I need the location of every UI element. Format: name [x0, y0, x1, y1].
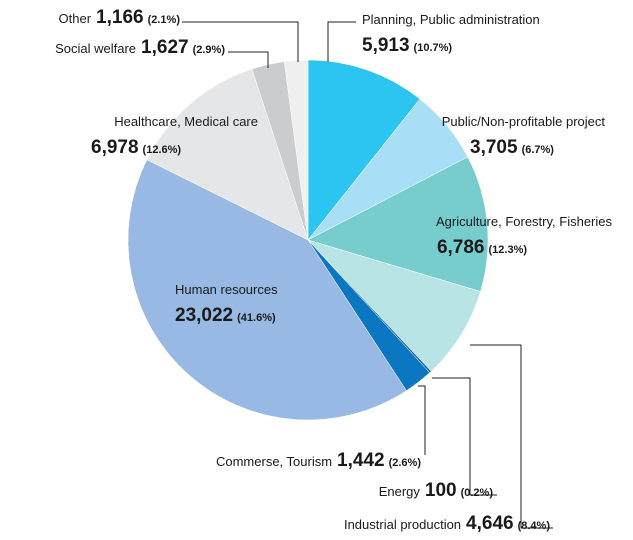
slice-label: Other 1,166 (2.1%) — [59, 7, 181, 28]
slice-percent: (2.9%) — [193, 44, 226, 56]
slice-name: Energy — [379, 484, 421, 499]
slice-percent: (2.6%) — [389, 457, 422, 469]
slice-label: Industrial production 4,646 (8.4%) — [344, 513, 550, 534]
pie-slice — [283, 59, 309, 241]
slice-percent: (12.6%) — [143, 144, 182, 156]
slice-percent: (0.2%) — [461, 487, 494, 499]
slice-name: Commerse, Tourism — [216, 454, 332, 469]
slice-name: Agriculture, Forestry, Fisheries — [436, 214, 613, 229]
slice-value: 1,627 — [141, 37, 189, 58]
slice-name: Industrial production — [344, 517, 461, 532]
slice-value: 6,978 — [91, 137, 139, 158]
leader-line — [182, 21, 299, 62]
slice-value-line: 6,786 (12.3%) — [437, 237, 527, 258]
slice-percent: (6.7%) — [522, 144, 555, 156]
slice-value: 3,705 — [470, 137, 518, 158]
leader-line — [228, 51, 269, 68]
slice-value: 5,913 — [362, 35, 410, 56]
slice-name: Healthcare, Medical care — [114, 114, 258, 129]
pie-slice — [146, 68, 309, 241]
slice-value: 1,166 — [96, 7, 144, 28]
slice-percent: (41.6%) — [237, 312, 276, 324]
slice-label: Energy 100 (0.2%) — [379, 480, 494, 501]
slice-value-line: 23,022 (41.6%) — [175, 305, 276, 326]
slice-value: 100 — [425, 480, 457, 501]
leader-line — [327, 21, 356, 62]
slice-percent: (10.7%) — [414, 42, 453, 54]
pie-slice — [307, 239, 481, 372]
slice-name: Public/Non-profitable project — [442, 114, 606, 129]
slice-percent: (2.1%) — [148, 14, 181, 26]
leader-line — [470, 344, 553, 529]
slice-value: 4,646 — [466, 513, 514, 534]
slice-name: Planning, Public administration — [362, 12, 540, 27]
pie-slice — [307, 156, 489, 292]
pie-slice — [127, 159, 407, 421]
slice-percent: (12.3%) — [489, 244, 528, 256]
slice-name: Social welfare — [55, 41, 136, 56]
slice-name: Other — [59, 11, 92, 26]
slice-value-line: 5,913 (10.7%) — [362, 35, 452, 56]
slice-label: Commerse, Tourism 1,442 (2.6%) — [216, 450, 421, 471]
slice-value-line: 3,705 (6.7%) — [470, 137, 554, 158]
leader-line — [432, 377, 497, 496]
slice-value: 23,022 — [175, 305, 233, 326]
pie-slice — [307, 59, 421, 241]
slice-value: 1,442 — [337, 450, 385, 471]
slice-value-line: 6,978 (12.6%) — [91, 137, 181, 158]
leader-line — [418, 385, 426, 455]
slice-value: 6,786 — [437, 237, 485, 258]
slice-label: Social welfare 1,627 (2.9%) — [55, 37, 225, 58]
slice-name: Human resources — [175, 282, 278, 297]
slice-percent: (8.4%) — [518, 520, 551, 532]
